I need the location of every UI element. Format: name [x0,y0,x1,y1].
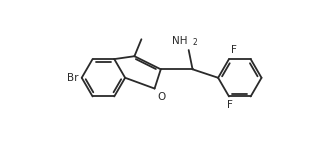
Text: NH: NH [172,36,187,46]
Text: O: O [158,92,166,102]
Text: F: F [227,100,233,110]
Text: F: F [231,45,237,55]
Text: Br: Br [67,73,78,83]
Text: 2: 2 [193,38,197,47]
